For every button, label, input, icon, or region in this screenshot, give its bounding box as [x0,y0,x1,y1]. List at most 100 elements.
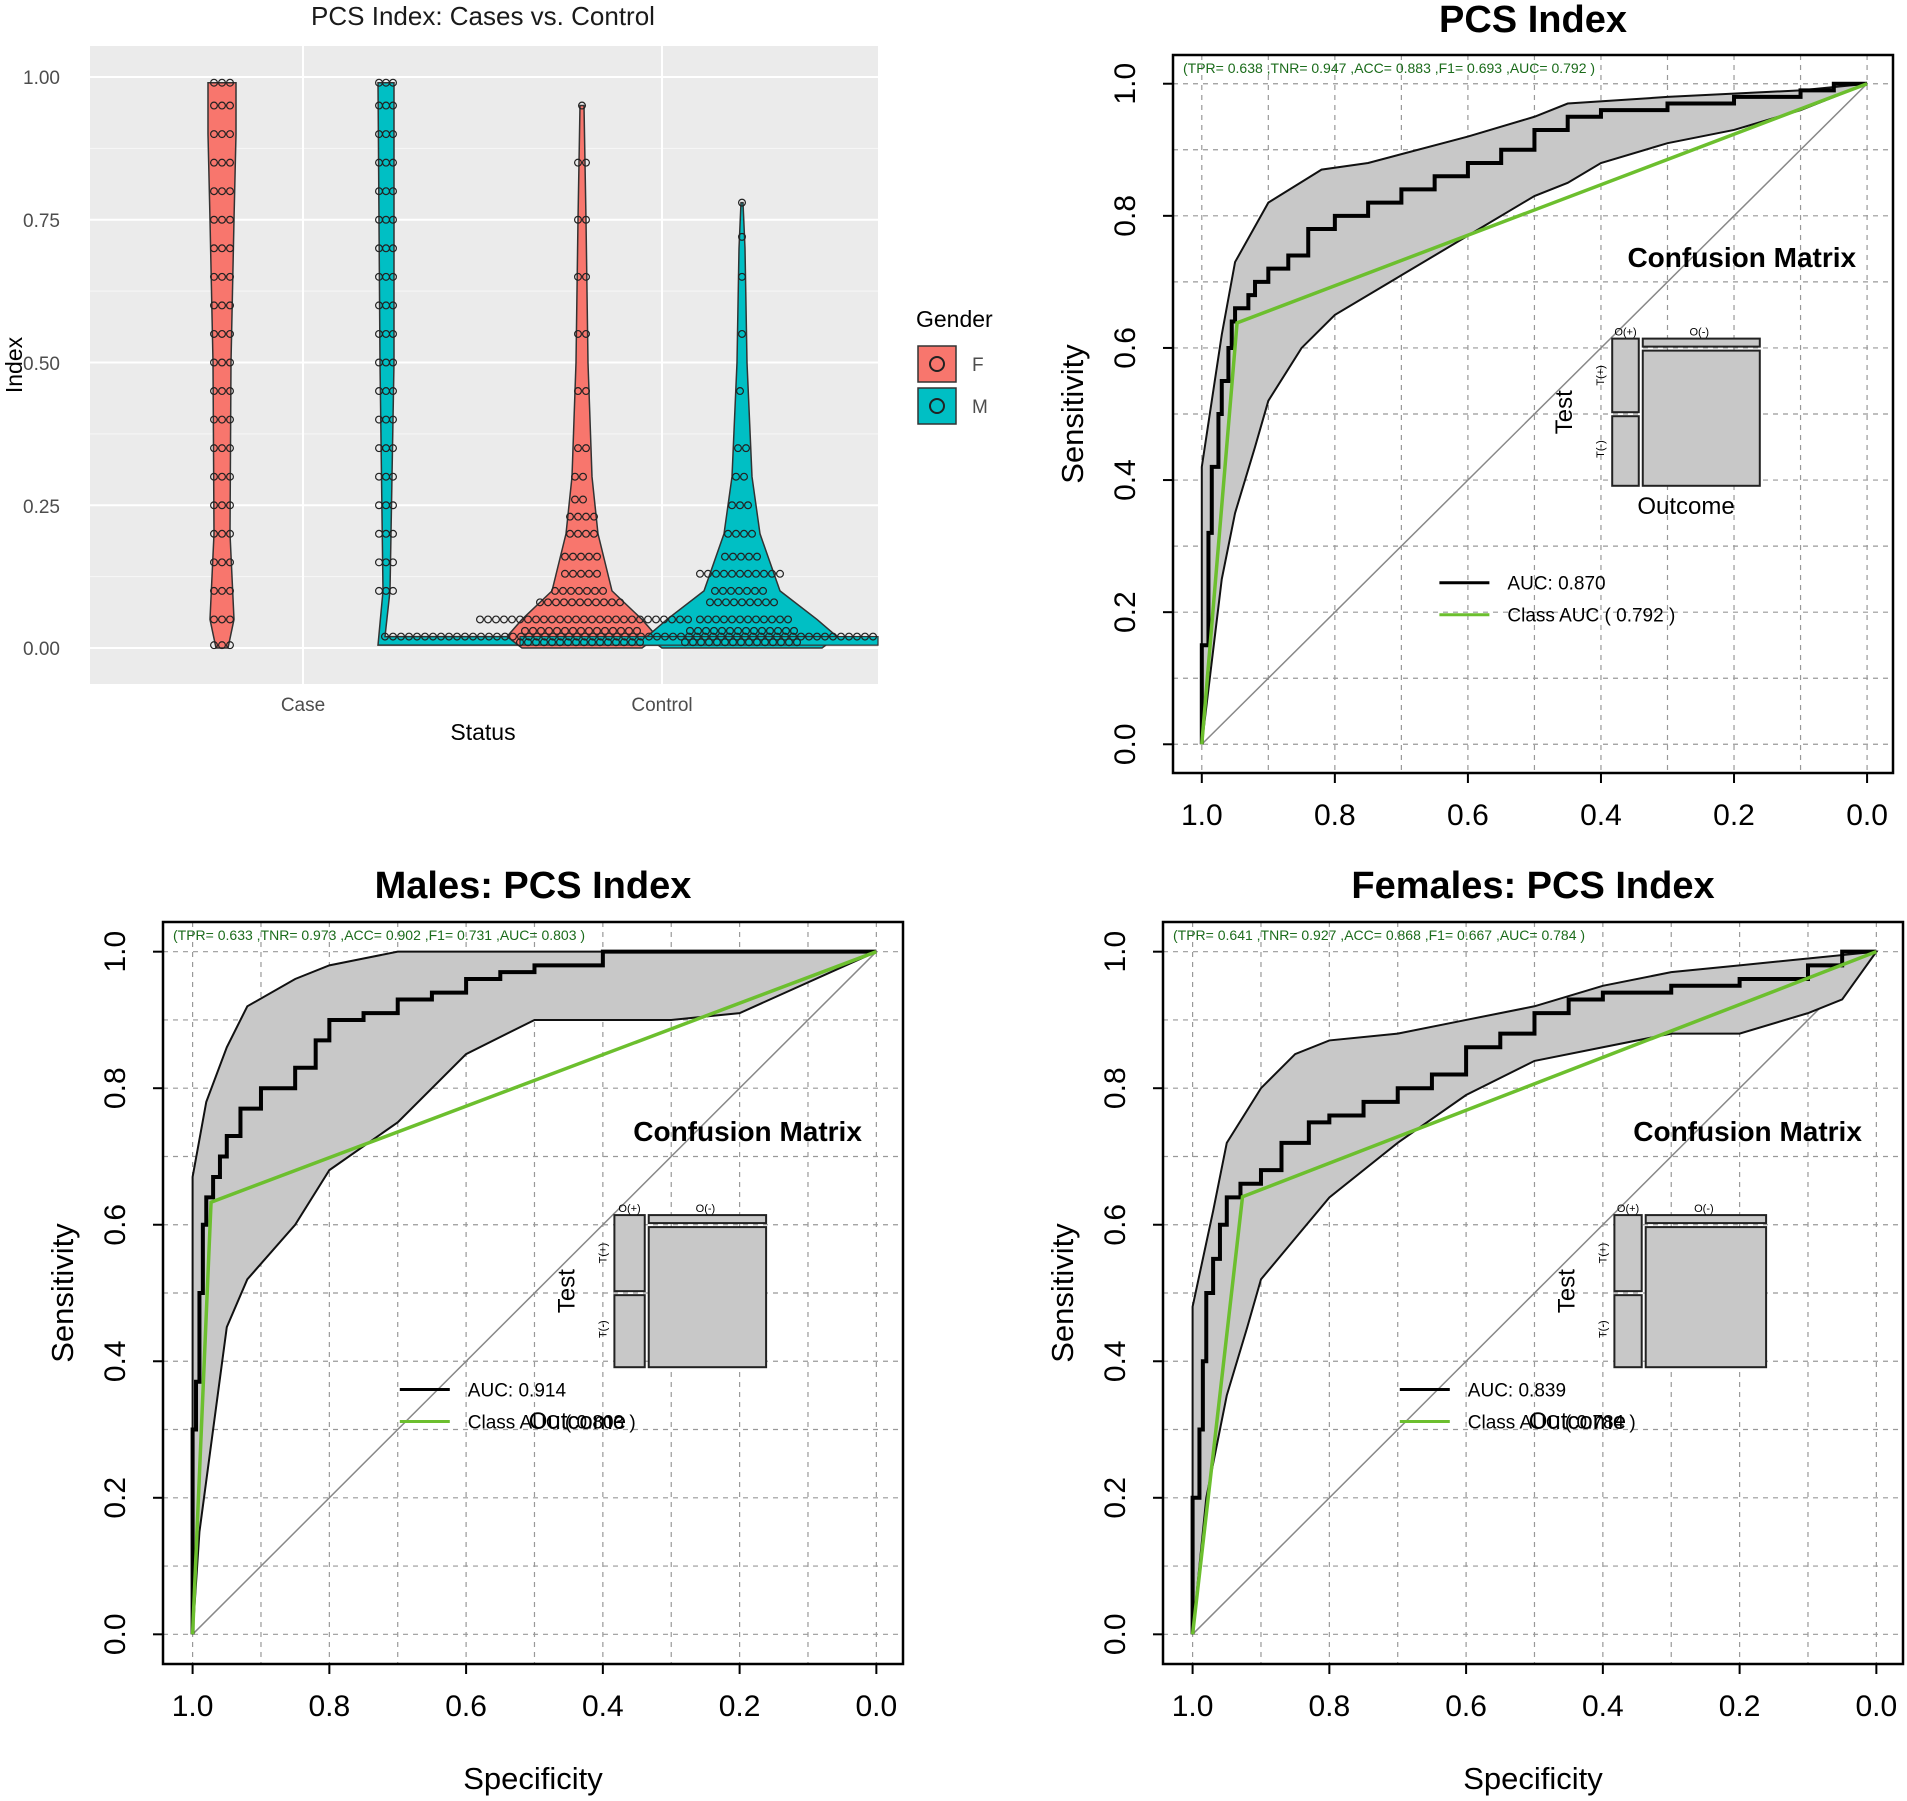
violin-dot [543,598,552,607]
violin-dot [725,626,734,635]
violin-dot [413,632,422,641]
roc-y-tick: 0.4 [1099,1340,1132,1382]
violin-dot [627,638,636,647]
violin-dot [788,632,797,641]
violin-dot [210,101,219,110]
violin-dot [574,586,583,595]
roc-y-tick: 1.0 [1099,931,1132,973]
violin-dot [728,638,737,647]
violin-dot [828,632,837,641]
roc-y-tick: 0.8 [1099,1067,1132,1109]
cm-title: Confusion Matrix [633,1116,862,1147]
violin-dot [210,78,219,87]
violin-dot [226,415,235,424]
violin-dot [612,632,621,641]
violin-dot [389,529,398,538]
violin-dot [210,387,219,396]
violin-dot [592,569,601,578]
legend-label-m: M [972,397,988,418]
cm-cell-tp [613,1214,646,1293]
violin-dot [737,329,746,338]
violin-dot [389,472,398,481]
roc-x-tick: 0.2 [719,1690,761,1723]
violin-dot [728,552,737,561]
cm-label-test: Test [553,1269,580,1313]
violin-dot [587,638,596,647]
cm-cell-fn [1613,1294,1643,1369]
violin-dot [709,626,718,635]
violin-dot [743,501,752,510]
violin-dot [226,187,235,196]
violin-dot [711,569,720,578]
violin-dot [429,632,438,641]
violin-dot [581,512,590,521]
violin-dot [735,569,744,578]
violin-dot [769,598,778,607]
violin-dot [584,552,593,561]
violin-dot [590,586,599,595]
cm-cell-fp [1641,337,1761,348]
violin-dot [210,501,219,510]
violin-dot [737,198,746,207]
roc-x-tick: 0.4 [582,1690,624,1723]
cm-label-tneg: T(-) [1597,1320,1609,1338]
violin-dot [582,586,591,595]
violin-dot [226,272,235,281]
roc-y-tick: 1.0 [1109,63,1142,105]
violin-dot [727,501,736,510]
violin-dot [705,598,714,607]
roc-y-tick: 0.0 [99,1613,132,1655]
violin-y-tick: 0.00 [23,639,60,660]
violin-dot [218,387,227,396]
violin-dot [581,529,590,538]
violin-dot [226,329,235,338]
violin-dot [389,158,398,167]
violin-dot [737,232,746,241]
roc-curve [1190,949,1877,1635]
violin-dot [570,472,579,481]
violin-dot [573,272,582,281]
cm-label-outcome: Outcome [529,1408,626,1435]
violin-dot [852,632,861,641]
violin-dot [692,632,701,641]
violin-dot [210,244,219,253]
violin-dot [218,529,227,538]
roc-panel-females: Females: PCS Index (TPR= 0.641 ,TNR= 0.92… [1045,865,1905,1796]
violin-dot [523,615,532,624]
roc-y-tick: 0.0 [1099,1613,1132,1655]
violin-dot [573,215,582,224]
violin-dot [753,598,762,607]
violin-dot [752,552,761,561]
violin-dot [575,598,584,607]
roc-x-tick: 0.6 [445,1690,487,1723]
legend-label-auc: AUC: 0.839 [1468,1380,1566,1401]
violin-dot [226,358,235,367]
legend-key-m [917,387,957,425]
violin-control-f [505,104,659,649]
violin-dot [567,598,576,607]
roc-stats: (TPR= 0.638 ,TNR= 0.947 ,ACC= 0.883 ,F1=… [1183,60,1595,76]
violin-dot [531,615,540,624]
violin-dot [748,632,757,641]
violin-dot [773,626,782,635]
violin-dot [573,329,582,338]
violin-dot [587,615,596,624]
violin-dot [727,615,736,624]
violin-dot [608,626,617,635]
violin-dot [860,632,869,641]
roc-curve [1199,81,1868,745]
violin-dot [520,626,529,635]
violin-dot [421,632,430,641]
violin-dot [739,529,748,538]
violin-dot [627,615,636,624]
legend-title: Gender [916,306,993,332]
violin-y-tick: 0.50 [23,354,60,375]
violin-dot [226,501,235,510]
violin-dot [628,632,637,641]
violin-dot [749,626,758,635]
roc-curve [190,949,877,1635]
violin-dot [739,472,748,481]
violin-dot [500,615,509,624]
violin-dot [218,615,227,624]
violin-dot [651,615,660,624]
